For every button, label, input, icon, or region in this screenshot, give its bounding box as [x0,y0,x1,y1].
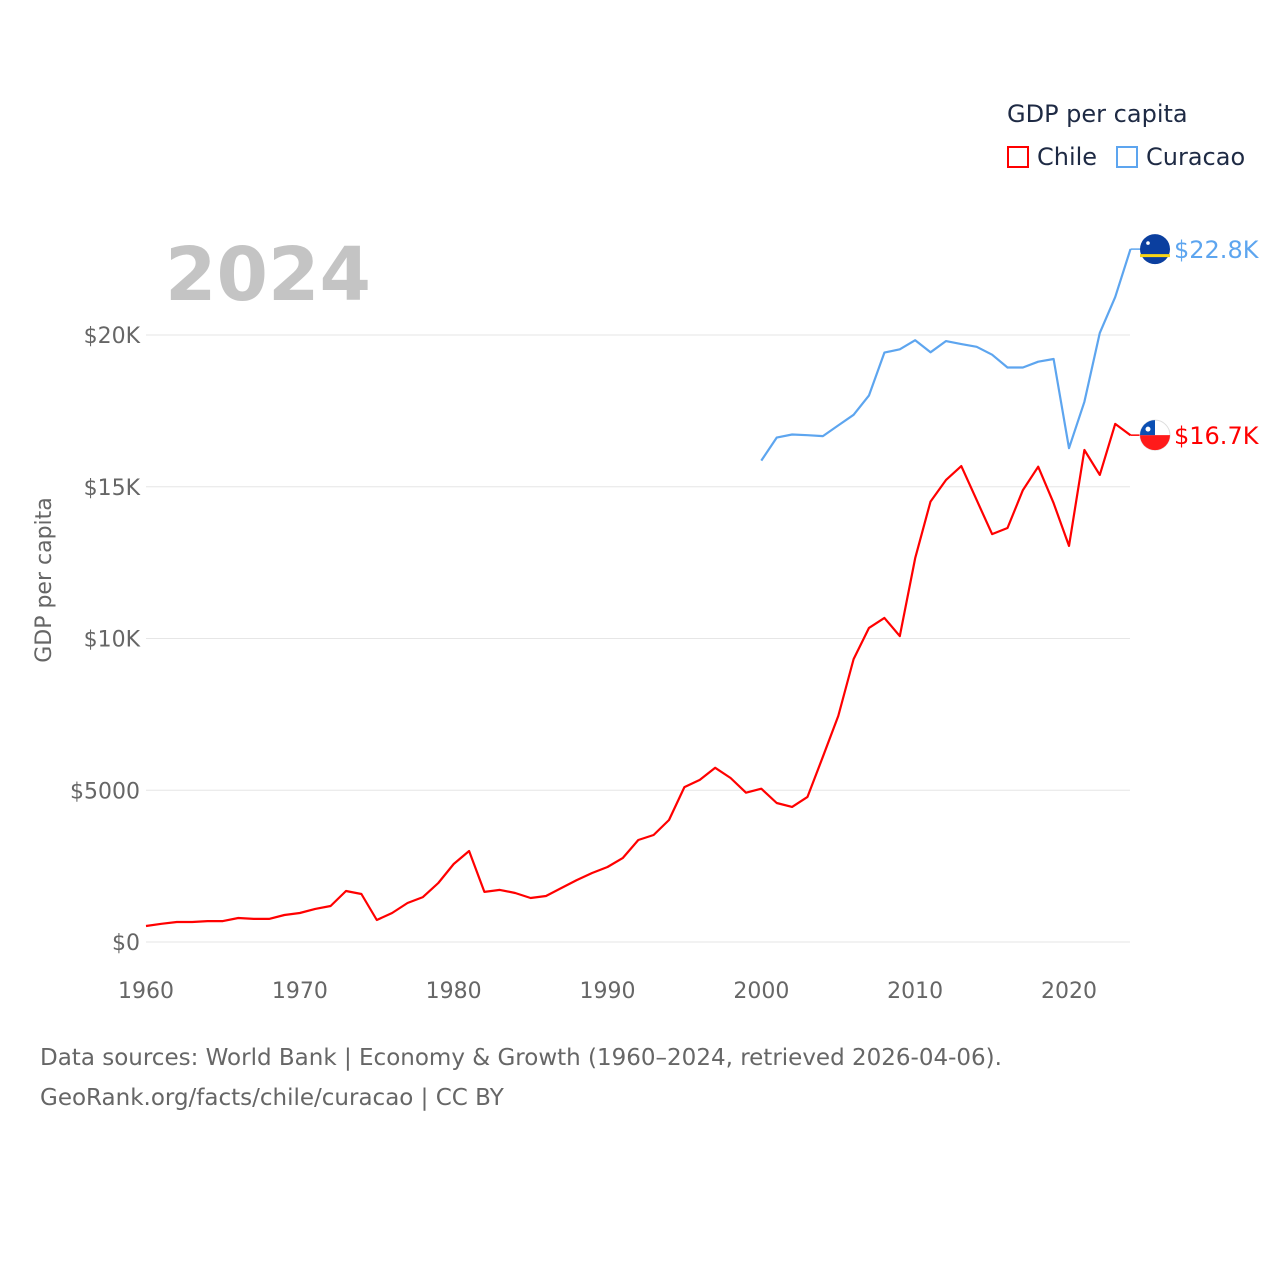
x-tick-label: 2010 [887,979,943,1004]
end-value-label-chile: $16.7K [1174,422,1260,450]
x-tick-label: 1960 [118,979,174,1004]
footer-link[interactable]: GeoRank.org/facts/chile/curacao | CC BY [40,1085,504,1111]
chile-flag-red [1140,435,1170,451]
x-tick-label: 2000 [733,979,789,1004]
end-value-label-curacao: $22.8K [1174,236,1260,264]
legend-swatch-curacao [1116,146,1138,168]
x-tick-label: 1970 [272,979,328,1004]
y-tick-label: $15K [84,476,141,501]
x-tick-label: 1980 [426,979,482,1004]
legend-item-chile[interactable]: Chile [1007,143,1097,171]
y-tick-label: $10K [84,628,141,653]
legend-title: GDP per capita [1007,100,1188,128]
x-tick-label: 2020 [1041,979,1097,1004]
series-line-chile [145,422,1132,928]
series-line-curacao [760,248,1132,462]
curacao-flag-star [1146,241,1150,245]
footer-sources: Data sources: World Bank | Economy & Gro… [40,1045,1002,1071]
curacao-flag-stripe [1140,254,1170,258]
year-watermark: 2024 [165,232,371,318]
y-tick-label: $20K [84,324,141,349]
chile-flag-star [1145,426,1151,432]
legend-label-curacao: Curacao [1146,143,1246,171]
legend-label-chile: Chile [1037,143,1098,171]
legend-item-curacao[interactable]: Curacao [1116,143,1245,171]
y-axis-label: GDP per capita [32,497,57,663]
y-tick-label: $0 [112,931,140,956]
curacao-flag-icon [1140,234,1170,265]
legend-swatch-chile [1007,146,1029,168]
x-tick-label: 1990 [580,979,636,1004]
y-tick-label: $5000 [70,779,140,804]
